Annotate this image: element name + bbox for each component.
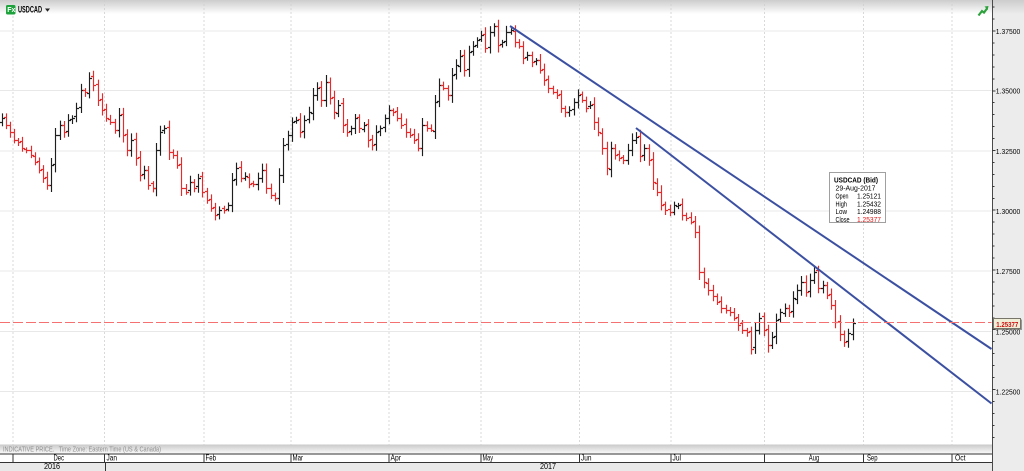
svg-text:1.25121: 1.25121 — [857, 194, 881, 201]
svg-text:1.24988: 1.24988 — [857, 209, 881, 216]
svg-text:1.25377: 1.25377 — [857, 217, 881, 224]
svg-text:USDCAD: USDCAD — [18, 4, 42, 14]
svg-text:May: May — [483, 453, 494, 462]
svg-text:1.27500: 1.27500 — [996, 267, 1021, 276]
svg-text:Dec: Dec — [54, 453, 65, 462]
svg-text:2017: 2017 — [540, 462, 556, 471]
svg-text:High: High — [836, 201, 848, 208]
svg-text:Apr: Apr — [391, 453, 402, 462]
svg-text:Jun: Jun — [581, 453, 592, 462]
svg-text:Close: Close — [836, 217, 850, 224]
svg-text:INDICATIVE PRICE. Time Zone:: INDICATIVE PRICE. Time Zone: Eastern Tim… — [3, 447, 161, 454]
svg-text:Mar: Mar — [293, 453, 304, 462]
svg-text:1.30000: 1.30000 — [996, 207, 1021, 216]
svg-text:1.25000: 1.25000 — [996, 327, 1021, 336]
svg-text:1.25432: 1.25432 — [857, 201, 881, 208]
svg-text:1.32500: 1.32500 — [996, 147, 1021, 156]
svg-text:Sep: Sep — [867, 453, 878, 462]
svg-text:29-Aug-2017: 29-Aug-2017 — [836, 186, 876, 193]
svg-text:Jul: Jul — [673, 453, 682, 462]
svg-text:Fx: Fx — [7, 7, 15, 14]
svg-text:1.35000: 1.35000 — [996, 86, 1021, 95]
svg-text:2016: 2016 — [44, 462, 60, 471]
svg-text:USDCAD (Bid): USDCAD (Bid) — [834, 178, 878, 185]
svg-text:Jan: Jan — [107, 453, 118, 462]
svg-text:Feb: Feb — [206, 453, 217, 462]
svg-text:Open: Open — [836, 194, 849, 201]
svg-text:1.37500: 1.37500 — [996, 27, 1021, 36]
svg-text:Aug: Aug — [809, 453, 820, 462]
svg-text:1.22500: 1.22500 — [996, 387, 1021, 396]
svg-text:Oct: Oct — [955, 453, 966, 462]
svg-text:1.25377: 1.25377 — [996, 322, 1018, 329]
svg-text:Low: Low — [836, 209, 848, 216]
